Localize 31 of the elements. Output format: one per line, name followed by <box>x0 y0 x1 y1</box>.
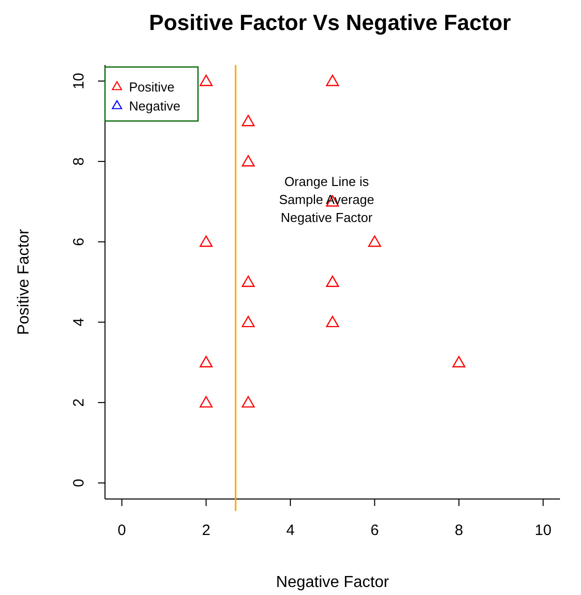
point <box>200 235 213 247</box>
y-tick-label: 4 <box>70 318 88 326</box>
point <box>242 276 255 287</box>
x-tick-label: 6 <box>370 522 379 539</box>
point <box>200 396 213 408</box>
y-tick-label: 6 <box>70 238 88 246</box>
legend-label: Negative <box>129 98 180 114</box>
point <box>242 316 255 328</box>
point <box>242 155 255 166</box>
point <box>242 114 255 126</box>
y-axis-title: Positive Factor <box>16 228 32 335</box>
point <box>326 316 339 328</box>
x-axis-title: Negative Factor <box>276 574 390 591</box>
x-tick-label: 10 <box>534 522 552 539</box>
y-tick-label: 2 <box>70 398 88 407</box>
point <box>452 356 466 368</box>
y-tick-label: 8 <box>70 157 88 166</box>
point <box>200 356 213 368</box>
x-tick-label: 4 <box>286 522 295 539</box>
point <box>326 74 339 86</box>
point <box>242 396 255 408</box>
y-tick-label: 0 <box>70 478 88 488</box>
point <box>326 276 339 287</box>
legend-label: Positive <box>129 80 175 94</box>
point <box>200 74 213 86</box>
x-tick-label: 0 <box>118 522 126 539</box>
chart-title: Positive Factor Vs Negative Factor <box>149 10 512 35</box>
x-tick-label: 2 <box>202 522 210 539</box>
x-tick-label: 8 <box>454 522 464 539</box>
y-tick-label: 10 <box>70 72 88 90</box>
point <box>368 235 382 247</box>
